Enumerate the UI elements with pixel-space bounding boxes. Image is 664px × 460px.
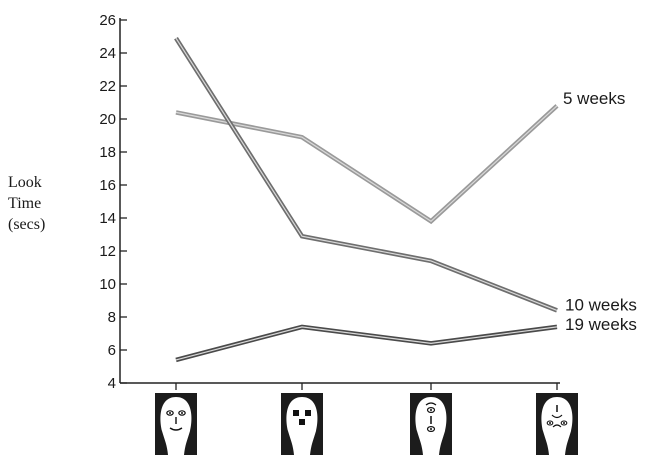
- face-stimulus-icon: [155, 393, 197, 455]
- face-stimulus-icon: [281, 393, 323, 455]
- y-tick-label: 16: [99, 177, 116, 194]
- y-tick-label: 6: [108, 342, 116, 359]
- series-line-outer: [174, 36, 558, 313]
- eye-icon: [546, 420, 554, 426]
- series-line-outer: [175, 324, 558, 363]
- series-label: 10 weeks: [565, 295, 637, 314]
- series-line-inner: [175, 326, 558, 361]
- y-tick-label: 12: [99, 243, 116, 260]
- y-tick-label: 20: [99, 111, 116, 128]
- brow-icon: [425, 402, 437, 406]
- y-axis-label-line: (secs): [8, 216, 46, 233]
- eye-icon: [560, 420, 568, 426]
- pupil-icon: [549, 422, 551, 424]
- y-tick-label: 10: [99, 276, 116, 293]
- y-axis-label-line: Look: [8, 174, 42, 191]
- square-feature-icon: [293, 410, 299, 416]
- y-tick-label: 22: [99, 78, 116, 95]
- series-layer: [174, 36, 559, 363]
- y-tick-label: 4: [108, 375, 116, 392]
- y-axis-label: Look Time (secs): [8, 172, 78, 235]
- series-line: [174, 36, 558, 313]
- face-stimulus-icon: [410, 393, 452, 455]
- series-label: 5 weeks: [563, 89, 625, 108]
- series-line: [175, 104, 559, 225]
- eye-icon: [166, 410, 174, 416]
- y-axis: 4 6 8 10 12 14 16 18 20 22 24 26: [99, 12, 127, 392]
- mouth-icon: [169, 427, 183, 431]
- eye-icon: [426, 426, 436, 433]
- pupil-icon: [181, 412, 183, 414]
- pupil-icon: [563, 422, 565, 424]
- series-line-inner: [175, 37, 558, 311]
- stimulus-faces: [155, 393, 578, 455]
- series-line-inner: [175, 105, 558, 223]
- eye-icon: [426, 407, 436, 414]
- series-line: [175, 324, 558, 363]
- face-head: [541, 397, 573, 455]
- y-axis-label-line: Time: [8, 195, 42, 212]
- face-stimulus-icon: [536, 393, 578, 455]
- y-tick-label: 14: [99, 210, 116, 227]
- square-feature-icon: [305, 410, 311, 416]
- pupil-icon: [430, 428, 432, 430]
- y-tick-label: 26: [99, 12, 116, 29]
- series-label: 19 weeks: [565, 315, 637, 334]
- y-tick-label: 8: [108, 309, 116, 326]
- pupil-icon: [169, 412, 171, 414]
- mouth-icon: [552, 424, 562, 428]
- y-tick-label: 18: [99, 144, 116, 161]
- y-tick-label: 24: [99, 45, 116, 62]
- square-feature-icon: [299, 419, 305, 425]
- x-axis: [120, 382, 560, 390]
- mouth-icon: [551, 414, 563, 419]
- eye-icon: [178, 410, 186, 416]
- pupil-icon: [430, 409, 432, 411]
